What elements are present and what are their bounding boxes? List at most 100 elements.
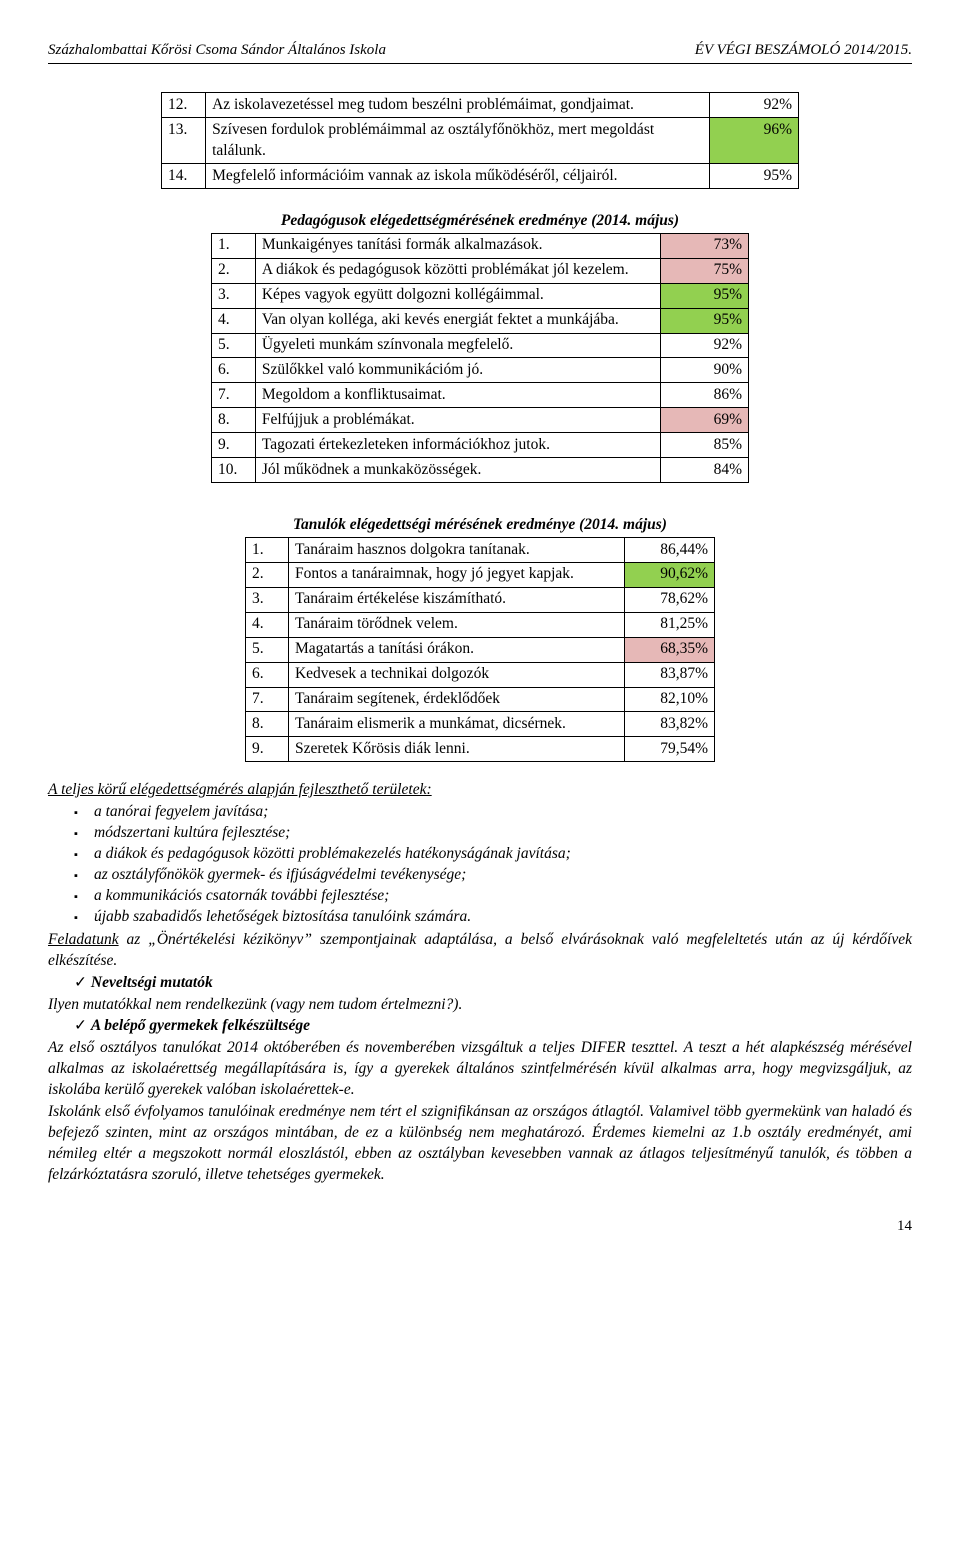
- row-value: 95%: [660, 308, 748, 333]
- header-right: ÉV VÉGI BESZÁMOLÓ 2014/2015.: [695, 40, 912, 60]
- page-number: 14: [48, 1216, 912, 1236]
- table-row: 1.Tanáraim hasznos dolgokra tanítanak.86…: [246, 538, 715, 563]
- row-num: 12.: [162, 93, 206, 118]
- bullet-item: a tanórai fegyelem javítása;: [94, 802, 912, 823]
- row-text: Felfújjuk a problémákat.: [255, 408, 660, 433]
- table-row: 6.Szülőkkel való kommunikációm jó.90%: [212, 358, 749, 383]
- table-row: 6.Kedvesek a technikai dolgozók83,87%: [246, 662, 715, 687]
- row-text: Fontos a tanáraimnak, hogy jó jegyet kap…: [288, 562, 624, 587]
- header-rule: [48, 63, 912, 64]
- bullet-item: a kommunikációs csatornák további fejles…: [94, 886, 912, 907]
- row-text: Jól működnek a munkaközösségek.: [255, 458, 660, 483]
- header-left: Százhalombattai Kőrösi Csoma Sándor Álta…: [48, 40, 386, 60]
- row-text: Kedvesek a technikai dolgozók: [288, 662, 624, 687]
- row-text: Van olyan kolléga, aki kevés energiát fe…: [255, 308, 660, 333]
- row-text: A diákok és pedagógusok közötti problémá…: [255, 258, 660, 283]
- row-value: 85%: [660, 433, 748, 458]
- row-value: 95%: [660, 283, 748, 308]
- row-text: Tagozati értekezleteken információkhoz j…: [255, 433, 660, 458]
- table-row: 9.Tagozati értekezleteken információkhoz…: [212, 433, 749, 458]
- row-value: 81,25%: [625, 612, 715, 637]
- row-value: 83,82%: [625, 712, 715, 737]
- table-row: 3.Képes vagyok együtt dolgozni kollégáim…: [212, 283, 749, 308]
- row-text: Szeretek Kőrösis diák lenni.: [288, 737, 624, 762]
- row-num: 7.: [212, 383, 256, 408]
- row-text: Az iskolavezetéssel meg tudom beszélni p…: [206, 93, 710, 118]
- row-value: 68,35%: [625, 637, 715, 662]
- row-text: Szívesen fordulok problémáimmal az osztá…: [206, 118, 710, 164]
- row-text: Munkaigényes tanítási formák alkalmazáso…: [255, 233, 660, 258]
- table-3: 1.Tanáraim hasznos dolgokra tanítanak.86…: [245, 537, 715, 762]
- table-row: 7.Tanáraim segítenek, érdeklődőek82,10%: [246, 687, 715, 712]
- row-value: 79,54%: [625, 737, 715, 762]
- row-text: Szülőkkel való kommunikációm jó.: [255, 358, 660, 383]
- table-row: 4.Tanáraim törődnek velem.81,25%: [246, 612, 715, 637]
- row-num: 1.: [212, 233, 256, 258]
- table-row: 13.Szívesen fordulok problémáimmal az os…: [162, 118, 799, 164]
- table-row: 9.Szeretek Kőrösis diák lenni.79,54%: [246, 737, 715, 762]
- row-num: 9.: [246, 737, 289, 762]
- table-row: 8.Felfújjuk a problémákat.69%: [212, 408, 749, 433]
- row-text: Tanáraim hasznos dolgokra tanítanak.: [288, 538, 624, 563]
- row-num: 4.: [212, 308, 256, 333]
- row-value: 86%: [660, 383, 748, 408]
- row-num: 4.: [246, 612, 289, 637]
- table-row: 4.Van olyan kolléga, aki kevés energiát …: [212, 308, 749, 333]
- row-num: 2.: [212, 258, 256, 283]
- page-header: Százhalombattai Kőrösi Csoma Sándor Álta…: [48, 40, 912, 60]
- table-1: 12.Az iskolavezetéssel meg tudom beszéln…: [161, 92, 799, 189]
- table-row: 8.Tanáraim elismerik a munkámat, dicsérn…: [246, 712, 715, 737]
- row-num: 14.: [162, 164, 206, 189]
- row-num: 6.: [246, 662, 289, 687]
- row-text: Megfelelő információim vannak az iskola …: [206, 164, 710, 189]
- row-num: 3.: [246, 587, 289, 612]
- table-row: 5.Ügyeleti munkám színvonala megfelelő.9…: [212, 333, 749, 358]
- bullet-item: az osztályfőnökök gyermek- és ifjúságvéd…: [94, 865, 912, 886]
- row-value: 75%: [660, 258, 748, 283]
- row-value: 92%: [660, 333, 748, 358]
- row-num: 9.: [212, 433, 256, 458]
- row-value: 92%: [709, 93, 798, 118]
- row-text: Tanáraim értékelése kiszámítható.: [288, 587, 624, 612]
- row-value: 73%: [660, 233, 748, 258]
- row-num: 6.: [212, 358, 256, 383]
- bullet-item: a diákok és pedagógusok közötti probléma…: [94, 844, 912, 865]
- para3: Az első osztályos tanulókat 2014 október…: [48, 1038, 912, 1101]
- table-row: 5.Magatartás a tanítási órákon.68,35%: [246, 637, 715, 662]
- table-row: 14.Megfelelő információim vannak az isko…: [162, 164, 799, 189]
- row-num: 13.: [162, 118, 206, 164]
- check1: Neveltségi mutatók: [74, 973, 912, 994]
- table-2: 1.Munkaigényes tanítási formák alkalmazá…: [211, 233, 749, 483]
- row-text: Képes vagyok együtt dolgozni kollégáimma…: [255, 283, 660, 308]
- row-text: Megoldom a konfliktusaimat.: [255, 383, 660, 408]
- row-text: Ügyeleti munkám színvonala megfelelő.: [255, 333, 660, 358]
- row-num: 8.: [246, 712, 289, 737]
- check2: A belépő gyermekek felkészültsége: [74, 1016, 912, 1037]
- row-text: Magatartás a tanítási órákon.: [288, 637, 624, 662]
- row-value: 90,62%: [625, 562, 715, 587]
- row-num: 10.: [212, 458, 256, 483]
- table-row: 12.Az iskolavezetéssel meg tudom beszéln…: [162, 93, 799, 118]
- row-num: 5.: [212, 333, 256, 358]
- row-num: 2.: [246, 562, 289, 587]
- row-num: 3.: [212, 283, 256, 308]
- sec1-bullets: a tanórai fegyelem javítása;módszertani …: [48, 802, 912, 928]
- para1-rest: az „Önértékelési kézikönyv” szempontjain…: [48, 931, 912, 969]
- bullet-item: újabb szabadidős lehetőségek biztosítása…: [94, 907, 912, 928]
- para2: Ilyen mutatókkal nem rendelkezünk (vagy …: [48, 995, 912, 1016]
- row-num: 8.: [212, 408, 256, 433]
- table-row: 10.Jól működnek a munkaközösségek.84%: [212, 458, 749, 483]
- row-value: 84%: [660, 458, 748, 483]
- table-2-caption: Pedagógusok elégedettségmérésének eredmé…: [48, 211, 912, 232]
- row-value: 86,44%: [625, 538, 715, 563]
- row-num: 7.: [246, 687, 289, 712]
- table-3-caption: Tanulók elégedettségi mérésének eredmény…: [48, 515, 912, 536]
- row-text: Tanáraim elismerik a munkámat, dicsérnek…: [288, 712, 624, 737]
- row-value: 69%: [660, 408, 748, 433]
- row-value: 90%: [660, 358, 748, 383]
- bullet-item: módszertani kultúra fejlesztése;: [94, 823, 912, 844]
- row-num: 5.: [246, 637, 289, 662]
- para4: Iskolánk első évfolyamos tanulóinak ered…: [48, 1102, 912, 1186]
- row-value: 78,62%: [625, 587, 715, 612]
- table-row: 2.Fontos a tanáraimnak, hogy jó jegyet k…: [246, 562, 715, 587]
